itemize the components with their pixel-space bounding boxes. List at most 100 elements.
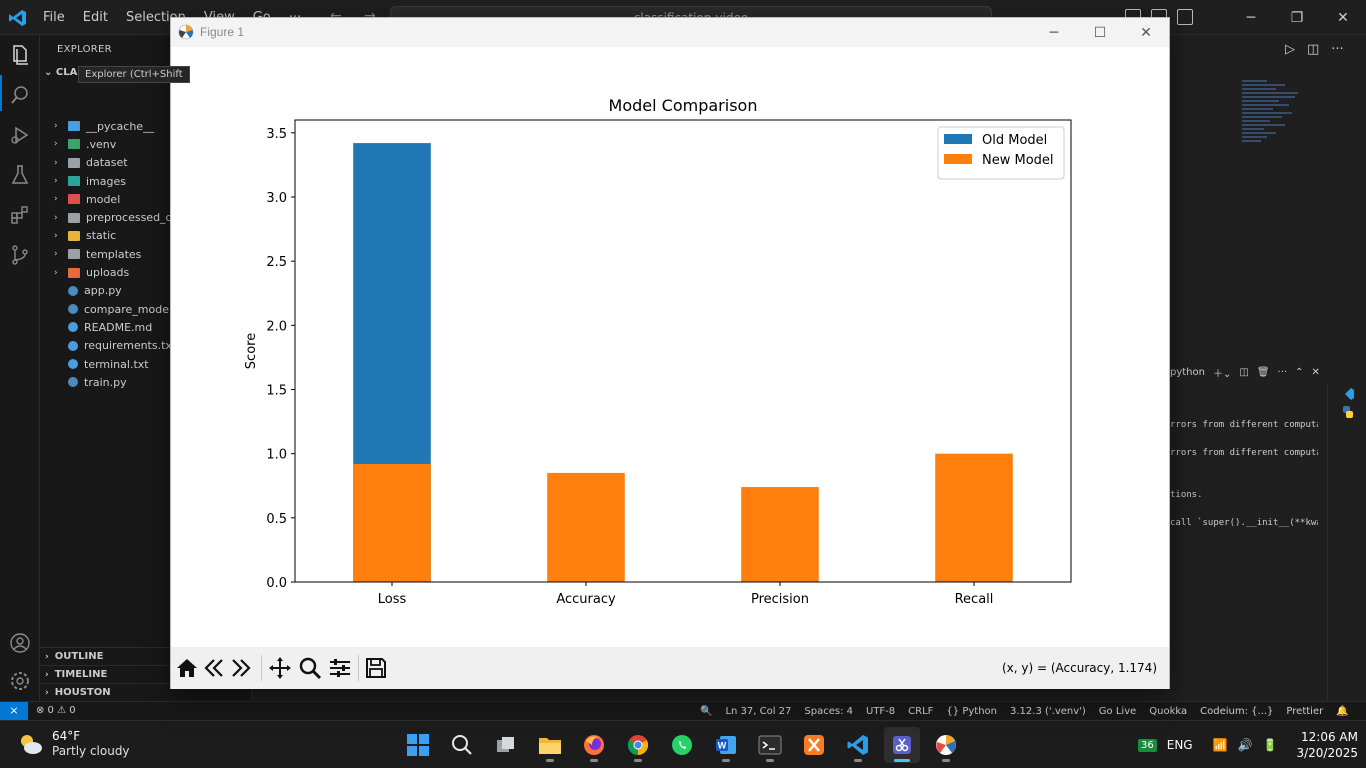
- tree-folder[interactable]: › preprocessed_dat: [40, 208, 252, 226]
- terminal-button[interactable]: [752, 727, 788, 763]
- active-indicator: [0, 75, 2, 111]
- start-button[interactable]: [400, 727, 436, 763]
- tree-folder[interactable]: › images: [40, 172, 252, 190]
- configure-subplots-icon[interactable]: [328, 656, 352, 680]
- python-interpreter[interactable]: 3.12.3 ('.venv'): [1010, 706, 1086, 717]
- minimap[interactable]: [1242, 80, 1304, 170]
- source-control-icon[interactable]: [8, 243, 32, 267]
- close-panel-icon[interactable]: ✕: [1311, 366, 1320, 378]
- more-icon[interactable]: ···: [1277, 366, 1288, 378]
- tree-file[interactable]: requirements.txt: [40, 337, 252, 355]
- minimize-icon[interactable]: ─: [1049, 24, 1059, 41]
- tree-file[interactable]: terminal.txt: [40, 355, 252, 373]
- folder-icon: [68, 176, 80, 187]
- more-actions-icon[interactable]: ···: [1331, 42, 1344, 57]
- bell-icon[interactable]: 🔔: [1336, 706, 1349, 717]
- maximize-icon[interactable]: ☐: [1093, 24, 1107, 41]
- menu-edit[interactable]: Edit: [82, 10, 108, 25]
- python-icon[interactable]: [1341, 405, 1355, 419]
- figure-canvas[interactable]: Model Comparison Score Loss Accuracy Precisi…: [171, 47, 1169, 647]
- task-view-button[interactable]: [488, 727, 524, 763]
- indentation[interactable]: Spaces: 4: [804, 706, 853, 717]
- search-icon[interactable]: [8, 83, 32, 107]
- workspace-root[interactable]: ⌄ CLAS: [44, 67, 85, 78]
- close-icon[interactable]: ✕: [1140, 24, 1152, 41]
- minimize-icon[interactable]: ─: [1246, 9, 1256, 26]
- zoom-icon[interactable]: 🔍: [700, 706, 713, 717]
- tree-file[interactable]: app.py: [40, 282, 252, 300]
- zoom-icon[interactable]: [298, 656, 322, 680]
- firefox-button[interactable]: [576, 727, 612, 763]
- snipping-tool-button[interactable]: [884, 727, 920, 763]
- quokka[interactable]: Quokka: [1149, 706, 1188, 717]
- prettier[interactable]: Prettier: [1286, 706, 1324, 717]
- outline-section[interactable]: › OUTLINE: [40, 647, 252, 665]
- run-debug-icon[interactable]: [8, 123, 32, 147]
- weather-widget[interactable]: 64°F Partly cloudy: [16, 729, 130, 759]
- tree-file[interactable]: train.py: [40, 373, 252, 391]
- vscode-terminal-icon[interactable]: [1341, 387, 1355, 401]
- file-icon: [68, 322, 78, 333]
- whatsapp-button[interactable]: [664, 727, 700, 763]
- search-button[interactable]: [444, 727, 480, 763]
- toggle-secondary-sidebar-icon[interactable]: [1177, 9, 1193, 25]
- tree-file[interactable]: compare_models.: [40, 300, 252, 318]
- tree-file[interactable]: README.md: [40, 318, 252, 336]
- pan-icon[interactable]: [268, 656, 292, 680]
- cursor-position[interactable]: Ln 37, Col 27: [725, 706, 792, 717]
- chevron-right-icon: ›: [54, 267, 58, 278]
- encoding[interactable]: UTF-8: [866, 706, 896, 717]
- tree-folder[interactable]: › .venv: [40, 135, 252, 153]
- run-icon[interactable]: ▷: [1285, 42, 1295, 57]
- close-icon[interactable]: ✕: [1337, 9, 1349, 26]
- xampp-button[interactable]: [796, 727, 832, 763]
- vscode-taskbar-button[interactable]: [840, 727, 876, 763]
- accounts-icon[interactable]: [8, 631, 32, 655]
- save-icon[interactable]: [364, 656, 388, 680]
- volume-icon[interactable]: 🔊: [1237, 738, 1253, 752]
- go-live[interactable]: Go Live: [1098, 706, 1137, 717]
- tray-app-badge[interactable]: 36: [1138, 738, 1157, 752]
- codeium[interactable]: Codeium: {...}: [1200, 706, 1274, 717]
- tree-folder[interactable]: › dataset: [40, 154, 252, 172]
- tree-folder[interactable]: › uploads: [40, 263, 252, 281]
- split-terminal-icon[interactable]: ◫: [1239, 366, 1249, 378]
- timeline-section[interactable]: › TIMELINE: [40, 665, 252, 683]
- file-explorer-button[interactable]: [532, 727, 568, 763]
- extensions-icon[interactable]: [8, 203, 32, 227]
- chrome-button[interactable]: [620, 727, 656, 763]
- split-editor-icon[interactable]: ◫: [1307, 42, 1320, 57]
- home-icon[interactable]: [175, 656, 199, 680]
- word-button[interactable]: W: [708, 727, 744, 763]
- problems-indicator[interactable]: ⊗ 0 ⚠ 0: [36, 705, 76, 716]
- restore-icon[interactable]: ❐: [1290, 9, 1304, 26]
- y-tick-label: 1.0: [266, 448, 287, 463]
- clock[interactable]: 12:06 AM 3/20/2025: [1286, 729, 1358, 761]
- manage-gear-icon[interactable]: [8, 669, 32, 693]
- tree-folder[interactable]: › model: [40, 190, 252, 208]
- line-ending[interactable]: CRLF: [908, 706, 934, 717]
- new-terminal-icon[interactable]: ＋⌄: [1212, 368, 1232, 380]
- python-figure-button[interactable]: [928, 727, 964, 763]
- folder-icon: [68, 230, 80, 241]
- explorer-icon[interactable]: [8, 43, 32, 67]
- forward-arrow-icon[interactable]: [229, 656, 253, 680]
- tree-folder[interactable]: › static: [40, 227, 252, 245]
- trash-icon[interactable]: 🗑: [1256, 366, 1270, 378]
- chevron-right-icon: ›: [54, 212, 58, 223]
- terminal-output[interactable]: rrors from different computati rrors fro…: [1170, 420, 1318, 546]
- houston-section[interactable]: › HOUSTON: [40, 683, 252, 701]
- terminal-tab-label[interactable]: python: [1170, 366, 1205, 378]
- back-arrow-icon[interactable]: [202, 656, 226, 680]
- testing-icon[interactable]: [8, 163, 32, 187]
- language-mode[interactable]: {} Python: [946, 706, 997, 717]
- tree-folder[interactable]: › __pycache__: [40, 117, 252, 135]
- battery-icon[interactable]: 🔋: [1262, 738, 1278, 752]
- menu-file[interactable]: File: [43, 10, 65, 25]
- remote-indicator[interactable]: ⨯: [0, 702, 28, 721]
- tree-folder[interactable]: › templates: [40, 245, 252, 263]
- chevron-up-icon[interactable]: ⌃: [1295, 366, 1304, 378]
- bar-new-model-loss: [353, 463, 431, 582]
- wifi-icon[interactable]: 📶: [1212, 738, 1228, 752]
- language-indicator[interactable]: ENG: [1166, 738, 1193, 752]
